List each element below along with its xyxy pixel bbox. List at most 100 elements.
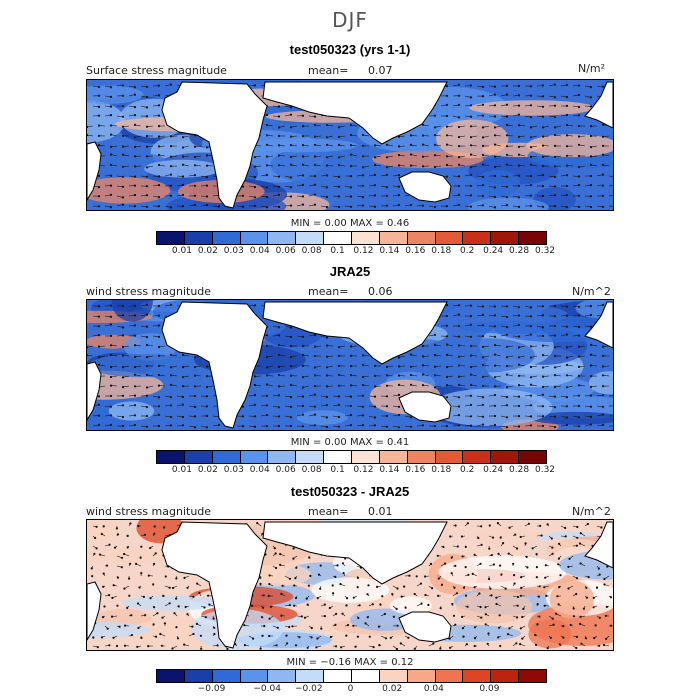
field-shading bbox=[311, 577, 390, 603]
field-shading bbox=[530, 411, 613, 425]
colorbar-cell bbox=[435, 670, 464, 682]
colorbar-tick-label: 0.09 bbox=[479, 684, 500, 694]
colorbar-cell bbox=[184, 670, 213, 682]
colorbar-cell bbox=[352, 232, 380, 244]
panel-2-colorbar bbox=[156, 450, 547, 464]
colorbar-tick-label: 0.04 bbox=[423, 684, 444, 694]
colorbar-tick-label: 0.02 bbox=[197, 465, 218, 475]
land-mass bbox=[398, 171, 452, 203]
panel-3-mean-label: mean= bbox=[308, 505, 349, 518]
colorbar-tick-label: 0.24 bbox=[483, 465, 504, 475]
panel-3-title: test050323 - JRA25 bbox=[290, 484, 410, 499]
colorbar-cell bbox=[324, 451, 353, 463]
field-shading bbox=[439, 338, 536, 373]
panel-1-mean-value: 0.07 bbox=[368, 64, 393, 77]
colorbar-tick-label: −0.04 bbox=[253, 684, 281, 694]
colorbar-cell bbox=[212, 232, 241, 244]
colorbar-cell bbox=[184, 451, 213, 463]
colorbar-cell bbox=[212, 670, 241, 682]
land-mass bbox=[584, 81, 613, 129]
panel-3-variable-label: wind stress magnitude bbox=[86, 505, 212, 518]
field-shading bbox=[475, 170, 521, 197]
colorbar-cell bbox=[157, 451, 185, 463]
colorbar-tick-label: 0.03 bbox=[223, 465, 244, 475]
colorbar-cell bbox=[519, 670, 547, 682]
colorbar-cell bbox=[268, 451, 297, 463]
field-shading bbox=[508, 306, 568, 324]
colorbar-cell bbox=[352, 451, 380, 463]
field-shading bbox=[270, 145, 375, 185]
land-mass bbox=[87, 581, 102, 641]
colorbar-cell bbox=[352, 670, 380, 682]
colorbar-cell bbox=[435, 451, 464, 463]
colorbar-tick-label: 0.08 bbox=[301, 465, 322, 475]
colorbar-tick-label: −0.02 bbox=[295, 684, 323, 694]
colorbar-cell bbox=[212, 451, 241, 463]
panel-2-title: JRA25 bbox=[329, 264, 371, 279]
colorbar-tick-label: 0.14 bbox=[379, 246, 400, 256]
panel-1-minmax: MIN = 0.00 MAX = 0.46 bbox=[290, 218, 410, 229]
field-shading bbox=[87, 353, 202, 378]
colorbar-cell bbox=[184, 232, 213, 244]
land-mass bbox=[161, 81, 268, 209]
colorbar-tick-label: 0.32 bbox=[534, 246, 556, 256]
colorbar-cell bbox=[519, 232, 547, 244]
panel-1-colorbar-ticks: 0.01 0.02 0.03 0.04 0.06 0.08 0.1 0.12 0.14 0.16 0… bbox=[156, 246, 555, 258]
panel-3-minmax: MIN = −0.16 MAX = 0.12 bbox=[286, 657, 414, 668]
colorbar-cell bbox=[407, 451, 436, 463]
field-shading bbox=[108, 401, 155, 421]
panel-2-map-svg bbox=[87, 300, 613, 430]
colorbar-cell bbox=[268, 670, 297, 682]
field-shading bbox=[469, 100, 595, 116]
land-mass bbox=[584, 301, 613, 349]
field-shading bbox=[296, 410, 348, 425]
colorbar-cell bbox=[519, 451, 547, 463]
field-shading bbox=[243, 138, 358, 153]
field-shading bbox=[438, 555, 567, 589]
colorbar-tick-label: 0.1 bbox=[330, 465, 345, 475]
colorbar-cell bbox=[435, 232, 464, 244]
panel-1-map bbox=[86, 79, 614, 211]
colorbar-tick-label: 0.32 bbox=[534, 465, 556, 475]
colorbar-cell bbox=[491, 670, 520, 682]
colorbar-cell bbox=[240, 670, 269, 682]
colorbar-tick-label: 0.08 bbox=[301, 246, 322, 256]
land-mass bbox=[262, 521, 448, 585]
colorbar-cell bbox=[240, 451, 269, 463]
field-shading bbox=[144, 159, 221, 178]
panel-3-colorbar bbox=[156, 669, 547, 683]
panel-1-variable-label: Surface stress magnitude bbox=[86, 64, 227, 77]
colorbar-tick-label: 0.01 bbox=[171, 465, 192, 475]
land-mass bbox=[262, 81, 448, 145]
colorbar-cell bbox=[407, 670, 436, 682]
panel-3-mean-value: 0.01 bbox=[368, 505, 393, 518]
land-mass bbox=[262, 301, 448, 365]
land-mass bbox=[87, 361, 102, 421]
colorbar-cell bbox=[491, 451, 520, 463]
land-mass bbox=[87, 141, 102, 201]
panel-1-units: N/m² bbox=[578, 62, 606, 75]
field-shading bbox=[588, 371, 613, 395]
field-shading bbox=[87, 547, 185, 563]
panel-1-map-svg bbox=[87, 80, 613, 210]
colorbar-tick-label: −0.09 bbox=[197, 684, 226, 694]
field-shading bbox=[456, 589, 533, 624]
colorbar-cell bbox=[157, 232, 185, 244]
colorbar-tick-label: 0.06 bbox=[275, 246, 296, 256]
panel-1-mean-label: mean= bbox=[308, 64, 349, 77]
colorbar-tick-label: 0.12 bbox=[353, 246, 374, 256]
panel-2-colorbar-ticks: 0.01 0.02 0.03 0.04 0.06 0.08 0.1 0.12 0.14 0.16 0… bbox=[156, 465, 555, 477]
panel-2-variable-label: wind stress magnitude bbox=[86, 285, 212, 298]
panel-2-mean-label: mean= bbox=[308, 285, 349, 298]
colorbar-cell bbox=[296, 232, 325, 244]
land-mass bbox=[398, 391, 452, 423]
colorbar-tick-label: 0.28 bbox=[509, 246, 530, 256]
colorbar-cell bbox=[379, 451, 408, 463]
colorbar-cell bbox=[296, 451, 325, 463]
field-shading bbox=[458, 320, 580, 334]
colorbar-cell bbox=[407, 232, 436, 244]
field-shading bbox=[475, 527, 540, 546]
field-shading bbox=[87, 177, 171, 204]
field-shading bbox=[436, 119, 509, 159]
colorbar-tick-label: 0.04 bbox=[249, 246, 270, 256]
